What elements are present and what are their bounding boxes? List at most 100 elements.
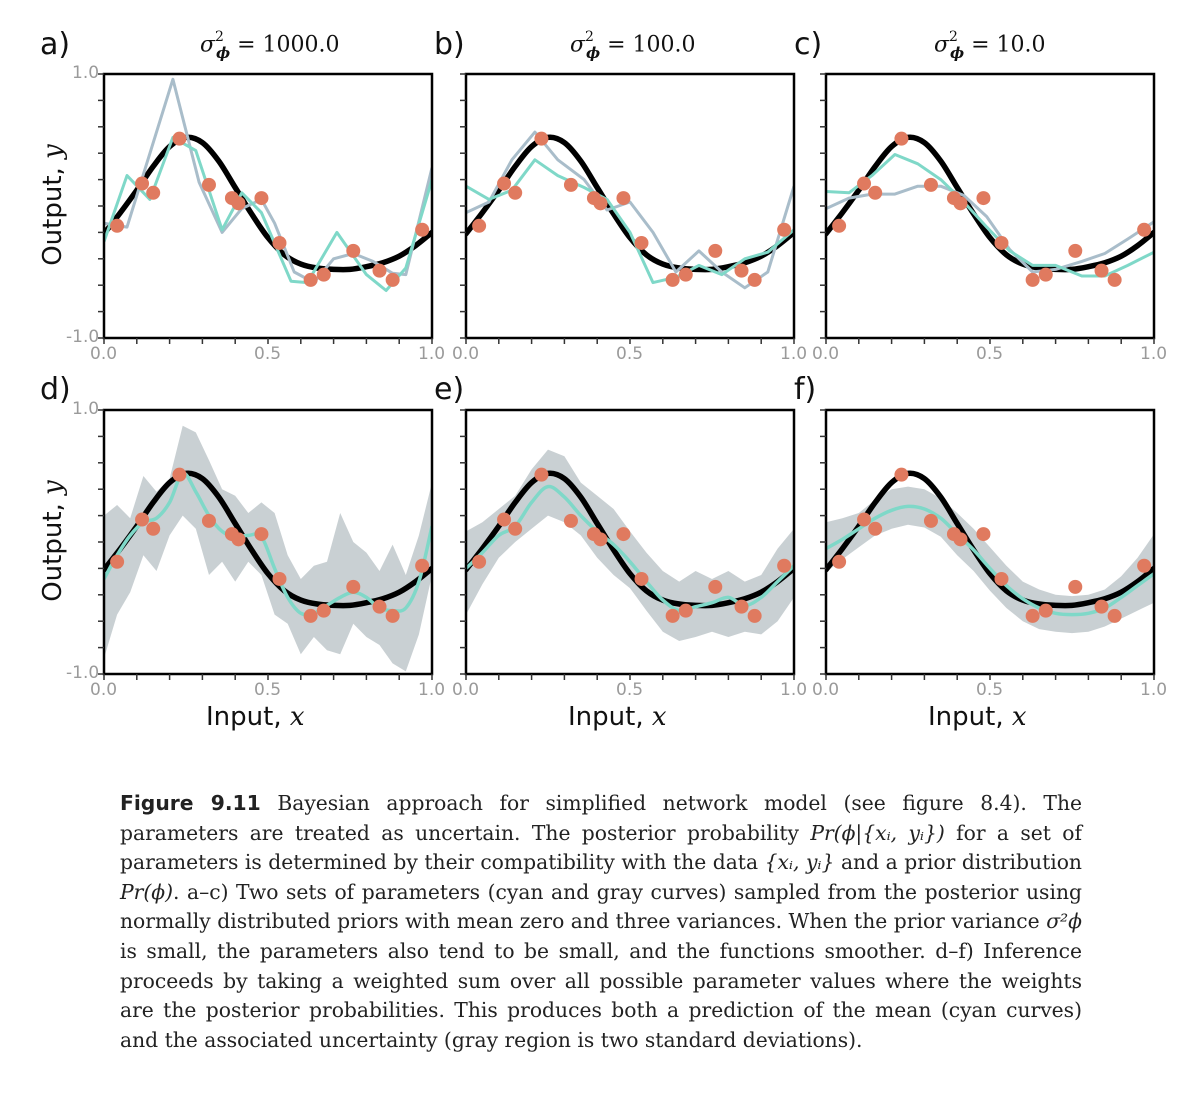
data-point [994, 235, 1009, 250]
data-point [1038, 267, 1053, 282]
figure-label: Figure 9.11 [120, 791, 261, 815]
x-tick-label: 0.0 [812, 680, 840, 700]
caption-text: . a–c) Two sets of parameters (cyan and … [120, 879, 1082, 934]
y-axis-label: Output, y [38, 466, 68, 616]
caption-math: {xᵢ, yᵢ} [764, 850, 835, 875]
panel-title: σ2ϕ = 100.0 [570, 29, 695, 61]
y-tick-label: 1.0 [72, 63, 100, 83]
caption-text: and a prior distribution [834, 850, 1082, 875]
data-point [372, 599, 387, 614]
data-point [316, 603, 331, 618]
data-point [593, 532, 608, 547]
data-point [1038, 603, 1053, 618]
superscript-2: 2 [585, 29, 594, 45]
caption-text: is small, the parameters also tend to be… [120, 938, 1082, 1052]
data-point [472, 218, 487, 233]
data-point [777, 222, 792, 237]
data-point [508, 185, 523, 200]
plot-frame [824, 72, 1156, 340]
data-point [415, 222, 430, 237]
panel-letter: d) [40, 372, 71, 407]
data-point [534, 131, 549, 146]
true-function-curve [826, 134, 1154, 273]
data-point [665, 272, 680, 287]
x-axis-label: Input, x [568, 702, 667, 732]
x-axis-label-text: Input, [928, 702, 1012, 732]
data-point [678, 267, 693, 282]
data-point [346, 243, 361, 258]
panel-letter: f) [794, 372, 817, 407]
plot-frame [102, 72, 434, 340]
sigma-symbol: σ [200, 32, 216, 58]
plot-area [466, 449, 794, 641]
x-axis-label-text: Input, [206, 702, 290, 732]
x-tick-label: 0.0 [812, 344, 840, 364]
data-point [1107, 272, 1122, 287]
data-point [832, 218, 847, 233]
data-point [1107, 608, 1122, 623]
data-point [593, 196, 608, 211]
data-point [616, 191, 631, 206]
x-tick-label: 0.0 [452, 344, 480, 364]
panel-f [820, 408, 1156, 680]
caption-text: Bayesian approach for simplified network… [120, 791, 1083, 845]
y-axis-label-text: Output, [38, 158, 68, 266]
data-point [678, 603, 693, 618]
variance-value: = 1000.0 [230, 32, 340, 58]
phi-subscript: ϕ [215, 44, 231, 63]
x-axis-label: Input, x [206, 702, 305, 732]
plot-area [466, 130, 794, 290]
panel-b [460, 72, 796, 344]
data-point [1094, 599, 1109, 614]
phi-subscript: ϕ [949, 44, 965, 63]
data-point [665, 608, 680, 623]
y-axis-label: Output, y [38, 130, 68, 280]
data-point [146, 185, 161, 200]
y-tick-label: -1.0 [66, 327, 100, 347]
panel-title: σ2ϕ = 1000.0 [200, 30, 340, 61]
panel-letter: e) [434, 372, 465, 407]
data-point [110, 218, 125, 233]
sample-gray-curve [466, 130, 794, 290]
plot-frame [824, 408, 1156, 676]
data-point [172, 131, 187, 146]
x-tick-label: 0.5 [616, 680, 644, 700]
x-axis-variable: x [651, 702, 667, 732]
caption-math: Pr(ϕ|{xᵢ, yᵢ}) [810, 820, 945, 845]
superscript-2: 2 [949, 29, 958, 45]
variance-value: = 10.0 [964, 32, 1046, 58]
sample-cyan-curve [826, 153, 1154, 278]
y-tick-label: 1.0 [72, 399, 100, 419]
data-point [1137, 222, 1152, 237]
uncertainty-band [826, 486, 1154, 634]
x-tick-label: 1.0 [780, 680, 808, 700]
data-point [1025, 608, 1040, 623]
y-axis-label-text: Output, [38, 494, 68, 602]
x-tick-label: 0.5 [254, 680, 282, 700]
data-point [953, 196, 968, 211]
panel-c [820, 72, 1156, 344]
data-point [747, 608, 762, 623]
data-point [534, 467, 549, 482]
data-point [734, 263, 749, 278]
true-function-curve [104, 134, 432, 273]
x-tick-label: 0.5 [976, 344, 1004, 364]
data-point [634, 571, 649, 586]
data-point [734, 599, 749, 614]
data-point [254, 527, 269, 542]
plot-frame [464, 72, 796, 340]
data-point [832, 554, 847, 569]
data-point [868, 521, 883, 536]
y-axis-variable: y [38, 480, 68, 495]
panel-letter: a) [40, 27, 71, 62]
data-point [976, 191, 991, 206]
data-point [634, 235, 649, 250]
x-axis-variable: x [289, 702, 305, 732]
plot-area [104, 77, 432, 292]
x-tick-label: 1.0 [780, 344, 808, 364]
data-point [110, 554, 125, 569]
data-point [303, 272, 318, 287]
data-point [146, 521, 161, 536]
data-point [415, 558, 430, 573]
